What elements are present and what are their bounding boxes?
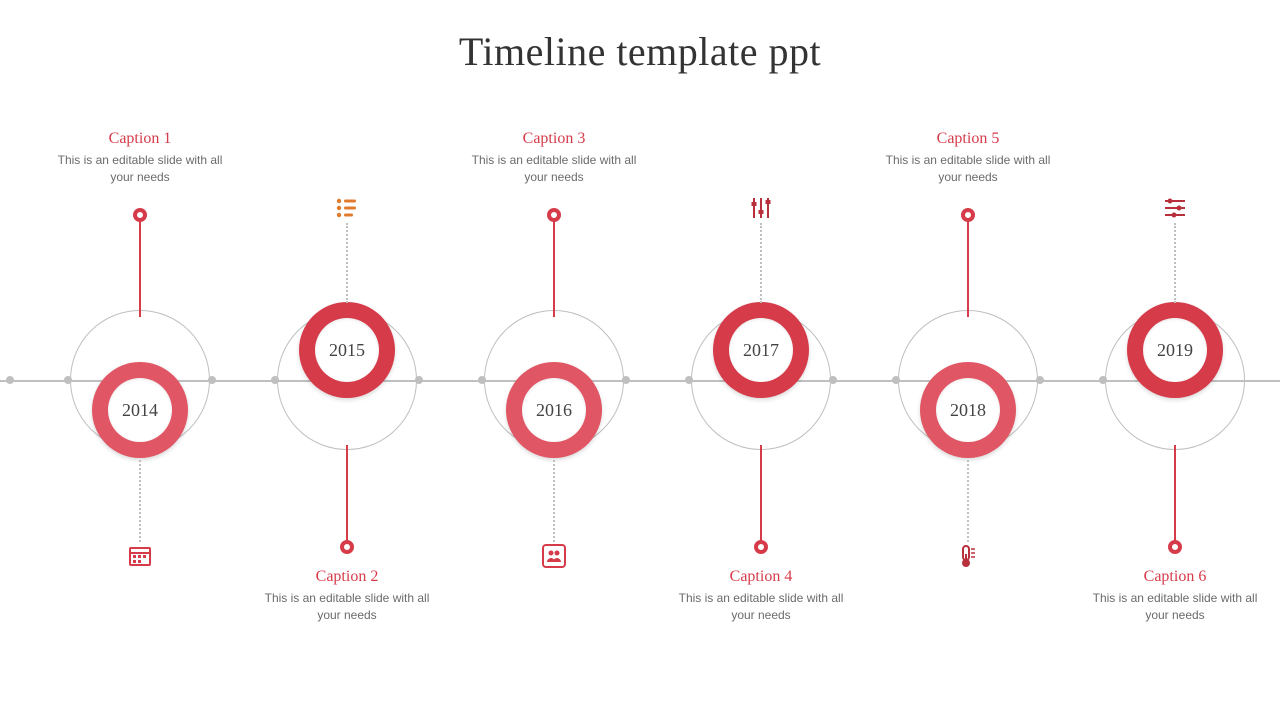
connector-stem-dotted xyxy=(1174,223,1176,303)
timeline: 2014 Caption 1 This is an editable slide… xyxy=(0,130,1280,640)
year-label: 2019 xyxy=(1143,318,1207,382)
connector-stem-dotted xyxy=(760,223,762,303)
caption-block: Caption 6 This is an editable slide with… xyxy=(1090,568,1260,624)
year-label: 2014 xyxy=(108,378,172,442)
ring-dot xyxy=(622,376,630,384)
ring-dot xyxy=(208,376,216,384)
year-marker: 2015 xyxy=(299,302,395,398)
sliders-h-icon xyxy=(1163,196,1187,220)
connector-dot xyxy=(1168,540,1182,554)
year-label: 2015 xyxy=(315,318,379,382)
list-icon xyxy=(335,196,359,220)
year-label: 2018 xyxy=(936,378,1000,442)
connector-stem xyxy=(760,445,762,545)
thermometer-icon xyxy=(956,544,980,568)
caption-body: This is an editable slide with all your … xyxy=(883,152,1053,186)
ring-dot xyxy=(892,376,900,384)
connector-stem-dotted xyxy=(346,223,348,303)
ring-dot xyxy=(829,376,837,384)
connector-stem xyxy=(967,215,969,317)
caption-title: Caption 6 xyxy=(1090,568,1260,586)
caption-body: This is an editable slide with all your … xyxy=(676,590,846,624)
year-marker: 2016 xyxy=(506,362,602,458)
caption-block: Caption 4 This is an editable slide with… xyxy=(676,568,846,624)
connector-stem xyxy=(346,445,348,545)
slide-title: Timeline template ppt xyxy=(0,28,1280,75)
caption-body: This is an editable slide with all your … xyxy=(469,152,639,186)
connector-dot xyxy=(754,540,768,554)
ring-dot xyxy=(415,376,423,384)
year-marker: 2018 xyxy=(920,362,1016,458)
connector-stem xyxy=(139,215,141,317)
caption-block: Caption 1 This is an editable slide with… xyxy=(55,130,225,186)
connector-dot xyxy=(340,540,354,554)
connector-stem xyxy=(553,215,555,317)
caption-block: Caption 2 This is an editable slide with… xyxy=(262,568,432,624)
caption-title: Caption 2 xyxy=(262,568,432,586)
connector-dot xyxy=(133,208,147,222)
year-marker: 2014 xyxy=(92,362,188,458)
caption-body: This is an editable slide with all your … xyxy=(55,152,225,186)
caption-body: This is an editable slide with all your … xyxy=(1090,590,1260,624)
ring-dot xyxy=(685,376,693,384)
year-label: 2017 xyxy=(729,318,793,382)
caption-title: Caption 1 xyxy=(55,130,225,148)
caption-block: Caption 3 This is an editable slide with… xyxy=(469,130,639,186)
people-icon xyxy=(542,544,566,568)
connector-dot xyxy=(961,208,975,222)
caption-block: Caption 5 This is an editable slide with… xyxy=(883,130,1053,186)
caption-title: Caption 3 xyxy=(469,130,639,148)
year-marker: 2019 xyxy=(1127,302,1223,398)
year-marker: 2017 xyxy=(713,302,809,398)
ring-dot xyxy=(478,376,486,384)
ring-dot xyxy=(271,376,279,384)
ring-dot xyxy=(1099,376,1107,384)
connector-stem-dotted xyxy=(553,460,555,542)
connector-stem xyxy=(1174,445,1176,545)
connector-stem-dotted xyxy=(967,460,969,542)
year-label: 2016 xyxy=(522,378,586,442)
connector-dot xyxy=(547,208,561,222)
ring-dot xyxy=(64,376,72,384)
axis-end-dot-left xyxy=(6,376,14,384)
caption-body: This is an editable slide with all your … xyxy=(262,590,432,624)
caption-title: Caption 5 xyxy=(883,130,1053,148)
calendar-icon xyxy=(128,544,152,568)
caption-title: Caption 4 xyxy=(676,568,846,586)
connector-stem-dotted xyxy=(139,460,141,542)
ring-dot xyxy=(1036,376,1044,384)
slide: Timeline template ppt 2014 Caption 1 Thi… xyxy=(0,0,1280,720)
sliders-v-icon xyxy=(749,196,773,220)
